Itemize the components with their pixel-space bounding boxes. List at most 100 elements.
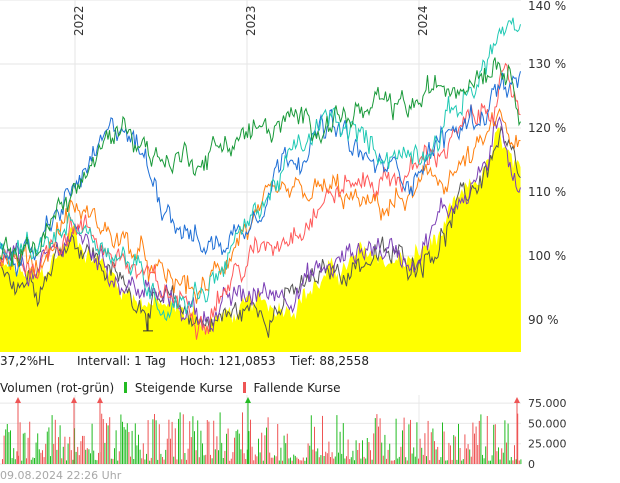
volume-bar	[218, 450, 219, 464]
volume-bar	[256, 456, 258, 464]
volume-bar	[94, 459, 96, 464]
volume-bar	[416, 422, 418, 464]
volume-bar	[464, 434, 466, 464]
volume-bar	[430, 432, 432, 464]
volume-bar	[363, 456, 365, 464]
volume-bar	[40, 452, 42, 464]
volume-bar	[251, 446, 253, 464]
volume-bar	[507, 423, 509, 464]
volume-bar	[128, 432, 130, 464]
volume-bar	[470, 456, 472, 464]
volume-bar	[91, 423, 93, 464]
volume-bar	[246, 449, 248, 464]
volume-bar	[474, 433, 475, 464]
volume-bar	[312, 449, 314, 464]
volume-bar	[480, 414, 482, 464]
volume-bar	[67, 443, 69, 464]
volume-y-tick-label: 0	[528, 458, 535, 469]
line-series-3	[0, 107, 521, 304]
volume-bar	[14, 459, 16, 464]
volume-bar	[136, 445, 138, 464]
volume-bar	[322, 415, 323, 464]
x-tick-label: 2023	[244, 5, 258, 36]
volume-bar	[349, 459, 351, 464]
volume-bar	[466, 448, 467, 464]
x-tick-label: 2022	[72, 5, 86, 36]
volume-bar	[424, 433, 426, 464]
low-value: Tief: 88,2558	[290, 354, 369, 368]
volume-bar	[368, 442, 370, 464]
volume-bar	[267, 417, 269, 464]
volume-bar	[190, 437, 192, 464]
volume-bar	[50, 456, 51, 464]
volume-bar	[38, 449, 40, 464]
volume-bar	[374, 418, 376, 464]
volume-bar	[80, 441, 82, 464]
volume-bar	[336, 415, 338, 464]
volume-bar	[243, 453, 245, 464]
volume-overflow-arrow	[245, 397, 251, 403]
volume-bar	[198, 457, 200, 464]
volume-bar	[344, 458, 346, 464]
volume-bar	[150, 457, 152, 464]
volume-bar	[27, 437, 29, 464]
volume-bar	[19, 422, 21, 464]
price-chart: 2022 2023 2024 90 % 100 % 110 % 120 % 130 % 140 …	[0, 0, 566, 352]
volume-bar	[26, 458, 27, 464]
volume-bar	[235, 431, 237, 464]
volume-bar	[506, 442, 507, 464]
volume-bar	[450, 445, 451, 464]
volume-bar	[488, 460, 490, 464]
volume-bar	[237, 429, 239, 464]
volume-bar	[362, 440, 363, 464]
volume-bar	[16, 451, 18, 464]
volume-bar	[314, 426, 315, 464]
volume-bar	[274, 455, 275, 464]
volume-bar	[171, 421, 173, 464]
volume-bar	[77, 446, 79, 464]
volume-bar	[350, 457, 352, 464]
volume-bar	[421, 447, 423, 464]
volume-bar	[131, 430, 133, 464]
volume-bar	[413, 447, 415, 464]
volume-bar	[414, 456, 416, 464]
volume-bar	[118, 451, 120, 464]
volume-bar	[174, 428, 176, 464]
volume-bar	[445, 460, 447, 464]
volume-bar	[269, 452, 271, 464]
volume-bar	[438, 459, 440, 464]
volume-bar	[141, 458, 143, 464]
volume-bar	[66, 460, 67, 464]
volume-bar	[194, 431, 195, 464]
volume-bar	[154, 414, 155, 464]
volume-bar	[376, 414, 378, 464]
volume-overflow-arrow	[71, 397, 77, 403]
volume-bar	[211, 458, 213, 464]
timestamp: 09.08.2024 22:26 Uhr	[0, 469, 122, 482]
volume-bar	[165, 449, 167, 464]
volume-bar	[224, 450, 226, 464]
volume-bar	[446, 460, 448, 464]
volume-overflow-arrow	[15, 397, 21, 403]
volume-bar	[227, 428, 229, 464]
volume-bar	[331, 452, 333, 464]
volume-bar	[101, 413, 103, 464]
series-lines	[0, 17, 521, 352]
volume-bar	[10, 430, 11, 464]
volume-bar	[315, 451, 317, 464]
volume-bar	[403, 417, 405, 464]
volume-bar	[75, 451, 77, 464]
volume-bar	[518, 460, 520, 464]
volume-bar	[189, 421, 191, 464]
volume-bar	[382, 455, 384, 464]
volume-bar	[389, 443, 391, 464]
volume-bar	[122, 421, 123, 464]
volume-bar	[214, 449, 216, 464]
volume-bar	[371, 459, 373, 464]
volume-bar	[242, 412, 243, 464]
volume-bar	[504, 420, 506, 464]
volume-bar	[373, 433, 375, 464]
volume-bar	[278, 460, 280, 464]
volume-bar	[21, 460, 23, 464]
high-value: Hoch: 121,0853	[180, 354, 276, 368]
